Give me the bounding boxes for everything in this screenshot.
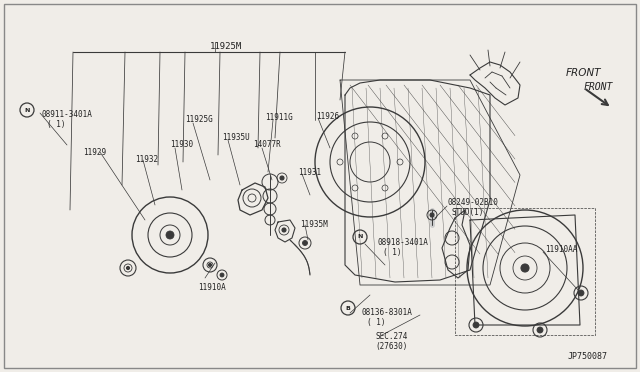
Text: 11935M: 11935M bbox=[300, 220, 328, 229]
Text: 11929: 11929 bbox=[83, 148, 106, 157]
Text: ( 1): ( 1) bbox=[47, 120, 65, 129]
Circle shape bbox=[127, 266, 129, 269]
Text: 11925G: 11925G bbox=[185, 115, 212, 124]
Text: ( 1): ( 1) bbox=[367, 318, 385, 327]
Text: 08136-8301A: 08136-8301A bbox=[362, 308, 413, 317]
Text: N: N bbox=[24, 108, 29, 112]
Text: 08918-3401A: 08918-3401A bbox=[378, 238, 429, 247]
Circle shape bbox=[521, 264, 529, 272]
Circle shape bbox=[280, 176, 284, 180]
Circle shape bbox=[282, 228, 286, 232]
Text: 11911G: 11911G bbox=[265, 113, 292, 122]
Text: 11930: 11930 bbox=[170, 140, 193, 149]
Text: 11932: 11932 bbox=[135, 155, 158, 164]
Text: 11931: 11931 bbox=[298, 168, 321, 177]
Text: 11935U: 11935U bbox=[222, 133, 250, 142]
Text: 11925M: 11925M bbox=[210, 42, 243, 51]
Text: 11910AA: 11910AA bbox=[545, 245, 577, 254]
Text: SEC.274: SEC.274 bbox=[375, 332, 408, 341]
Text: B: B bbox=[346, 305, 351, 311]
Circle shape bbox=[209, 263, 211, 266]
Circle shape bbox=[220, 273, 224, 277]
Text: STUD(1): STUD(1) bbox=[452, 208, 484, 217]
Text: FRONT: FRONT bbox=[584, 82, 613, 92]
Text: (27630): (27630) bbox=[375, 342, 408, 351]
Text: JP750087: JP750087 bbox=[568, 352, 608, 361]
Circle shape bbox=[473, 322, 479, 328]
Circle shape bbox=[303, 241, 307, 246]
Text: 11926: 11926 bbox=[316, 112, 339, 121]
Text: ( 1): ( 1) bbox=[383, 248, 401, 257]
Circle shape bbox=[578, 290, 584, 296]
Text: 08911-3401A: 08911-3401A bbox=[42, 110, 93, 119]
Text: 14077R: 14077R bbox=[253, 140, 281, 149]
Text: N: N bbox=[357, 234, 363, 240]
Circle shape bbox=[537, 327, 543, 333]
Text: 08249-02B10: 08249-02B10 bbox=[448, 198, 499, 207]
Text: 11910A: 11910A bbox=[198, 283, 226, 292]
Circle shape bbox=[430, 213, 434, 217]
Circle shape bbox=[166, 231, 174, 239]
Text: FRONT: FRONT bbox=[565, 68, 601, 78]
